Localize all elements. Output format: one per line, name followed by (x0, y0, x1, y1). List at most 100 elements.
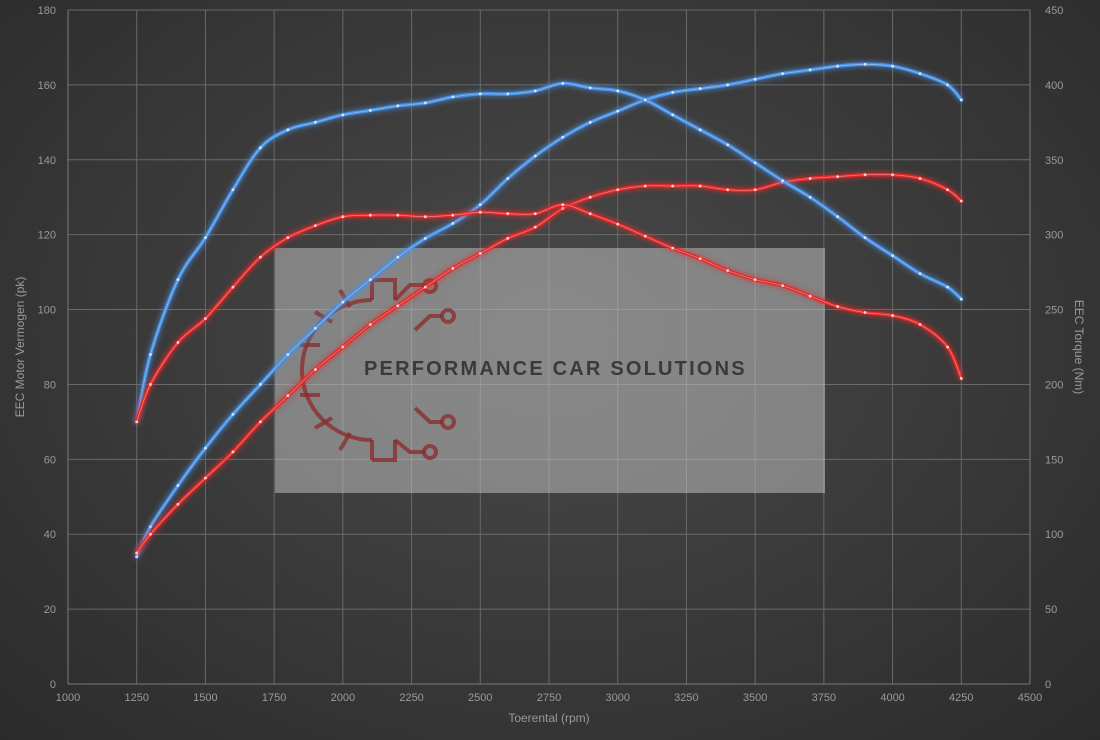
data-point (836, 175, 839, 179)
y-left-tick-label: 160 (38, 80, 56, 92)
data-point (506, 212, 510, 216)
y-right-tick-label: 200 (1045, 379, 1063, 391)
data-point (643, 98, 647, 102)
data-point (396, 104, 400, 108)
data-point (149, 525, 152, 529)
data-point (286, 128, 290, 132)
y-left-tick-label: 140 (38, 155, 56, 167)
y-left-tick-label: 20 (44, 604, 56, 616)
data-point (341, 345, 345, 349)
data-point (478, 203, 482, 207)
data-point (588, 195, 592, 199)
data-point (698, 184, 702, 188)
x-tick-label: 3250 (674, 692, 698, 704)
y-left-tick-label: 80 (44, 379, 56, 391)
x-tick-label: 3750 (812, 692, 836, 704)
data-point (396, 304, 400, 308)
data-point (478, 210, 482, 214)
data-point (149, 353, 152, 356)
data-point (616, 222, 620, 226)
y-left-tick-label: 100 (38, 305, 56, 317)
series-line-highlight (136, 63, 962, 557)
data-point (286, 394, 290, 398)
data-point (396, 213, 400, 217)
y-right-tick-label: 100 (1045, 529, 1063, 541)
series (134, 62, 964, 559)
y-right-tick-label: 350 (1045, 155, 1063, 167)
data-point (231, 450, 235, 454)
series-0-power-blue (134, 62, 964, 559)
x-tick-label: 2750 (537, 692, 561, 704)
series-2-torque-blue (134, 81, 964, 424)
data-point (753, 161, 757, 165)
data-point (396, 255, 400, 259)
data-point (726, 269, 730, 273)
data-point (863, 236, 867, 240)
data-point (726, 83, 730, 87)
y-right-tick-label: 150 (1045, 454, 1063, 466)
y-right-tick-label: 300 (1045, 230, 1063, 242)
data-point (231, 413, 235, 416)
y-right-tick-label: 450 (1045, 5, 1063, 17)
data-point (863, 62, 867, 66)
data-point (135, 555, 139, 559)
data-point (946, 83, 949, 87)
data-point (478, 251, 482, 255)
data-point (423, 215, 427, 219)
y-left-tick-label: 180 (38, 5, 56, 17)
series-3-torque-red (134, 202, 964, 424)
data-point (808, 195, 812, 199)
data-point (561, 81, 565, 85)
data-point (671, 90, 675, 94)
data-point (176, 278, 180, 281)
data-point (836, 64, 839, 68)
data-point (959, 199, 963, 203)
data-point (808, 68, 812, 72)
x-axis-title: Toerental (rpm) (508, 711, 589, 725)
data-point (423, 285, 427, 289)
y-right-tick-label: 400 (1045, 80, 1063, 92)
data-point (506, 177, 510, 180)
data-point (313, 326, 317, 330)
data-point (135, 551, 139, 555)
data-point (753, 77, 757, 81)
data-point (753, 188, 757, 192)
data-point (959, 377, 963, 380)
data-point (149, 532, 152, 536)
data-point (808, 177, 812, 180)
data-point (863, 173, 867, 177)
data-point (643, 234, 647, 238)
data-point (643, 184, 647, 188)
data-point (259, 383, 262, 386)
data-point (836, 215, 839, 219)
data-point (368, 108, 372, 112)
data-point (341, 113, 345, 117)
data-point (698, 257, 702, 261)
grid (67, 9, 1031, 685)
data-point (671, 184, 675, 188)
data-point (891, 64, 894, 68)
data-point (423, 101, 427, 105)
x-tick-label: 1750 (262, 692, 286, 704)
data-point (561, 203, 565, 207)
data-point (204, 476, 207, 480)
data-point (781, 284, 785, 287)
x-tick-label: 3000 (605, 692, 629, 704)
data-point (341, 215, 345, 219)
data-point (176, 341, 180, 344)
data-point (918, 323, 922, 326)
y-right-axis-title: EEC Torque (Nm) (1072, 300, 1086, 394)
data-point (918, 177, 922, 180)
data-point (533, 154, 537, 158)
data-point (671, 113, 675, 117)
x-tick-label: 2250 (399, 692, 423, 704)
watermark-box (275, 248, 825, 493)
x-tick-label: 4000 (880, 692, 904, 704)
data-point (698, 87, 702, 91)
data-point (588, 120, 592, 124)
data-point (726, 143, 730, 147)
data-point (863, 311, 867, 314)
x-tick-label: 1000 (56, 692, 80, 704)
data-point (451, 95, 455, 99)
